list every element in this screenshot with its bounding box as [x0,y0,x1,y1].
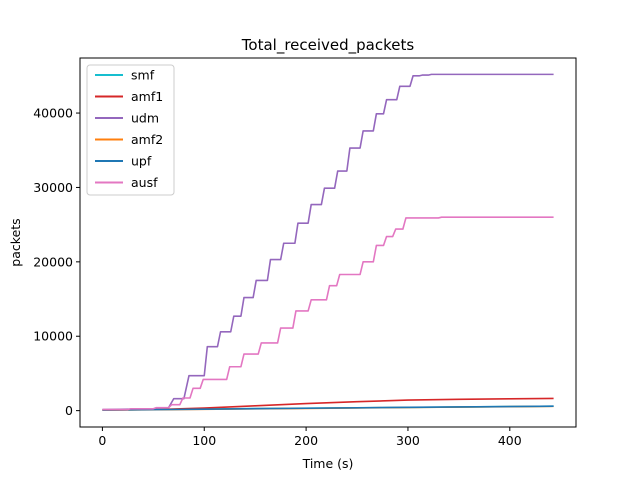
y-tick-label: 0 [65,403,73,418]
x-tick-label: 100 [192,433,216,448]
y-tick-label: 20000 [33,254,73,269]
legend-label-smf: smf [131,68,155,83]
x-tick-label: 0 [98,433,106,448]
x-axis-label: Time (s) [302,456,354,471]
legend: smf amf1 udm amf2 upf ausf [86,64,175,196]
legend-label-amf1: amf1 [131,89,163,104]
x-tick-label: 200 [294,433,318,448]
y-tick-label: 40000 [33,106,73,121]
series-line-ausf [102,216,554,411]
plot-frame [79,57,577,428]
y-axis: 0 10000 20000 30000 40000 [33,106,80,418]
x-tick-label: 400 [498,433,522,448]
y-axis-label: packets [8,218,23,266]
legend-label-ausf: ausf [131,175,158,190]
chart-title: Total_received_packets [241,36,415,55]
legend-label-upf: upf [131,154,152,169]
y-tick-label: 30000 [33,180,73,195]
x-tick-label: 300 [396,433,420,448]
series-line-udm [102,73,554,411]
legend-label-udm: udm [131,111,159,126]
series-line-upf [102,405,554,411]
plot-area [102,73,554,411]
legend-label-amf2: amf2 [131,132,163,147]
x-axis: 0 100 200 300 400 [98,427,522,448]
y-tick-label: 10000 [33,329,73,344]
